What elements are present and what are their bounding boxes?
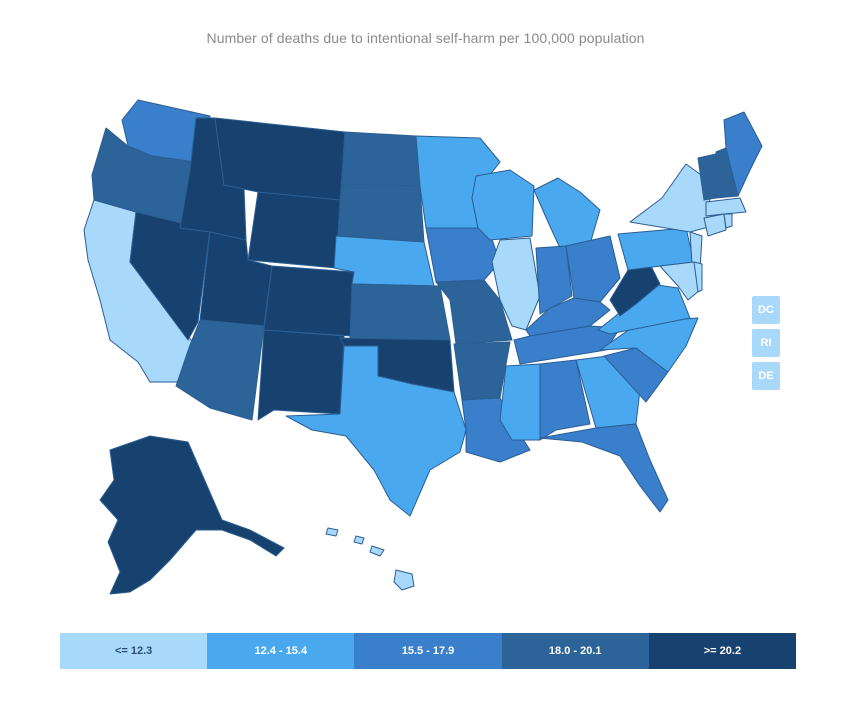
state-RI[interactable] xyxy=(723,213,733,229)
state-NM[interactable] xyxy=(257,329,345,421)
legend-item-bin3[interactable]: 15.5 - 17.9 xyxy=(354,633,502,669)
state-NY[interactable] xyxy=(629,163,713,233)
state-IL[interactable] xyxy=(491,237,541,331)
state-ND[interactable] xyxy=(341,131,421,187)
legend-label: >= 20.2 xyxy=(703,645,742,657)
state-MI[interactable] xyxy=(533,177,601,249)
state-FL[interactable] xyxy=(539,423,669,513)
small-state-ri-label: RI xyxy=(760,337,772,349)
legend-label: 15.5 - 17.9 xyxy=(401,645,455,657)
legend-label: 18.0 - 20.1 xyxy=(548,645,602,657)
state-CT[interactable] xyxy=(703,213,727,237)
state-DE[interactable] xyxy=(693,261,703,293)
state-SD[interactable] xyxy=(337,183,425,243)
legend-item-bin5[interactable]: >= 20.2 xyxy=(648,633,797,669)
state-TX[interactable] xyxy=(285,345,467,517)
small-state-de[interactable]: DE xyxy=(752,362,780,390)
small-state-dc[interactable]: DC xyxy=(752,296,780,324)
state-WI[interactable] xyxy=(471,169,535,241)
map-title: Number of deaths due to intentional self… xyxy=(206,30,645,46)
state-AL[interactable] xyxy=(539,359,591,441)
legend-label: <= 12.3 xyxy=(114,645,153,657)
state-HI-island-4[interactable] xyxy=(325,527,339,537)
legend-item-bin4[interactable]: 18.0 - 20.1 xyxy=(501,633,649,669)
state-MD[interactable] xyxy=(659,261,701,301)
small-state-ri[interactable]: RI xyxy=(752,329,780,357)
state-HI-island-3[interactable] xyxy=(353,535,365,545)
legend-item-bin1[interactable]: <= 12.3 xyxy=(60,633,208,669)
state-AK[interactable] xyxy=(99,435,285,595)
small-state-de-label: DE xyxy=(758,370,774,382)
state-AR[interactable] xyxy=(453,341,511,401)
legend: <= 12.3 12.4 - 15.4 15.5 - 17.9 18.0 - 2… xyxy=(60,633,797,669)
state-MS[interactable] xyxy=(499,363,541,441)
state-KS[interactable] xyxy=(349,283,451,341)
state-OH[interactable] xyxy=(565,235,621,303)
state-MO[interactable] xyxy=(435,279,513,345)
legend-label: 12.4 - 15.4 xyxy=(254,645,308,657)
state-HI-island-2[interactable] xyxy=(369,545,385,557)
state-ME[interactable] xyxy=(723,111,763,197)
small-state-dc-label: DC xyxy=(758,304,774,316)
state-MA[interactable] xyxy=(705,197,747,217)
state-WY[interactable] xyxy=(247,191,341,269)
state-HI[interactable] xyxy=(393,569,415,591)
state-IN[interactable] xyxy=(535,245,573,315)
state-CO[interactable] xyxy=(263,265,355,337)
legend-item-bin2[interactable]: 12.4 - 15.4 xyxy=(207,633,355,669)
